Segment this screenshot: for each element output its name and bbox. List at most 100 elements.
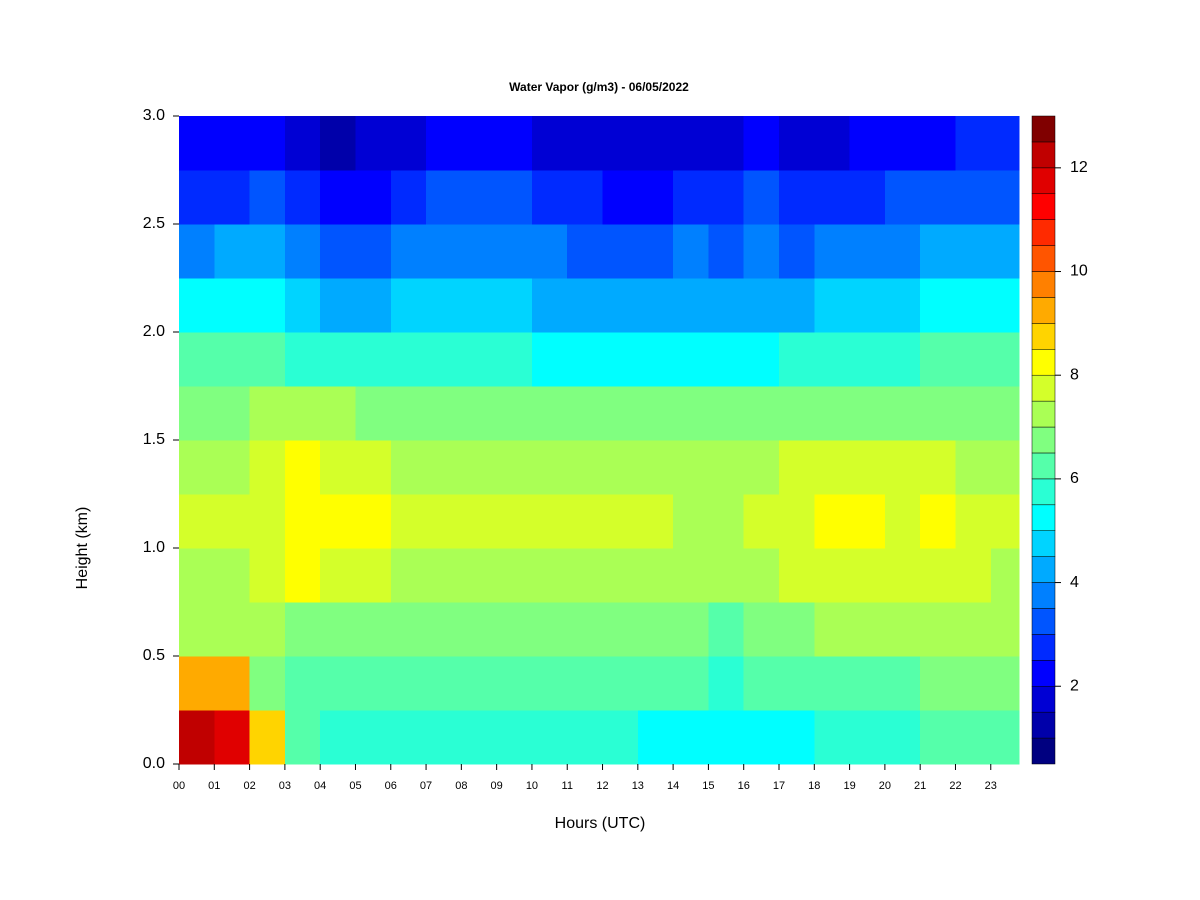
colorbar-box (1031, 193, 1056, 220)
heatmap-cell (214, 494, 251, 549)
heatmap-cell (496, 170, 533, 225)
colorbar-box (1031, 297, 1056, 324)
heatmap-cell (708, 332, 745, 387)
heatmap-cell (955, 602, 992, 657)
heatmap-cell (814, 224, 851, 279)
heatmap-cell (390, 440, 427, 495)
colorbar-box (1031, 167, 1056, 195)
heatmap-cell (602, 332, 639, 387)
heatmap-cell (920, 548, 956, 603)
colorbar-tick-label: 12 (1070, 159, 1088, 176)
heatmap-cell (743, 602, 780, 657)
heatmap-cell (637, 602, 674, 657)
heatmap-cell (779, 494, 815, 549)
heatmap-cell (426, 710, 462, 765)
x-tick-label: 08 (455, 780, 467, 792)
heatmap-cell (884, 656, 921, 711)
x-tick-label: 17 (773, 780, 785, 792)
x-tick-label: 20 (879, 780, 891, 792)
colorbar-tick-label: 8 (1070, 366, 1079, 383)
heatmap-cell (249, 602, 286, 657)
colorbar-box (1031, 660, 1056, 687)
heatmap-cell (990, 440, 1020, 495)
heatmap-cell (179, 386, 215, 441)
heatmap-cell (602, 224, 639, 279)
heatmap-cell (884, 386, 921, 441)
heatmap-cell (426, 278, 462, 333)
heatmap-cell (920, 278, 956, 333)
heatmap-cell (390, 548, 427, 603)
heatmap-cell (708, 710, 745, 765)
colorbar-box (1031, 323, 1056, 350)
heatmap-cell (955, 332, 992, 387)
colorbar-box (1031, 556, 1056, 583)
heatmap-cell (814, 278, 851, 333)
heatmap-cell (779, 224, 815, 279)
heatmap-cell (955, 170, 992, 225)
heatmap (179, 116, 1020, 765)
heatmap-cell (284, 548, 321, 603)
heatmap-cell (708, 170, 745, 225)
heatmap-cell (990, 602, 1020, 657)
heatmap-cell (214, 116, 251, 171)
x-tick-label: 06 (385, 780, 397, 792)
heatmap-cell (426, 386, 462, 441)
x-tick-label: 22 (949, 780, 961, 792)
heatmap-cell (531, 548, 568, 603)
heatmap-cell (743, 548, 780, 603)
x-tick-label: 15 (702, 780, 714, 792)
heatmap-cell (567, 710, 604, 765)
heatmap-cell (531, 602, 568, 657)
heatmap-cell (179, 170, 215, 225)
heatmap-cell (496, 602, 533, 657)
colorbar-box (1031, 374, 1056, 402)
colorbar-box (1031, 608, 1056, 635)
heatmap-cell (496, 278, 533, 333)
heatmap-cell (355, 224, 392, 279)
heatmap-cell (461, 116, 498, 171)
heatmap-cell (284, 656, 321, 711)
heatmap-cell (531, 440, 568, 495)
heatmap-cell (849, 710, 886, 765)
heatmap-cell (673, 602, 709, 657)
heatmap-cell (355, 494, 392, 549)
heatmap-cell (673, 548, 709, 603)
heatmap-cell (320, 656, 356, 711)
heatmap-cell (284, 494, 321, 549)
heatmap-cell (602, 386, 639, 441)
heatmap-cell (179, 116, 215, 171)
heatmap-cell (814, 494, 851, 549)
x-tick-label: 01 (208, 780, 220, 792)
colorbar-box (1031, 400, 1056, 428)
x-tick-label: 12 (596, 780, 608, 792)
heatmap-cell (814, 602, 851, 657)
heatmap-cell (284, 440, 321, 495)
heatmap-cell (355, 548, 392, 603)
heatmap-cell (708, 386, 745, 441)
heatmap-cell (390, 602, 427, 657)
heatmap-cell (496, 386, 533, 441)
heatmap-cell (849, 656, 886, 711)
heatmap-cell (355, 602, 392, 657)
y-tick-label: 0.0 (143, 755, 165, 772)
colorbar-box (1031, 685, 1056, 713)
heatmap-cell (602, 710, 639, 765)
heatmap-cell (461, 656, 498, 711)
heatmap-cell (990, 386, 1020, 441)
heatmap-cell (567, 494, 604, 549)
heatmap-cell (320, 440, 356, 495)
heatmap-cell (461, 332, 498, 387)
heatmap-cell (567, 656, 604, 711)
heatmap-cell (849, 386, 886, 441)
x-axis-label: Hours (UTC) (555, 815, 646, 832)
heatmap-cell (743, 332, 780, 387)
heatmap-cell (920, 440, 956, 495)
x-tick-label: 00 (173, 780, 185, 792)
colorbar-tick-label: 2 (1070, 677, 1079, 694)
heatmap-cell (637, 656, 674, 711)
heatmap-cell (531, 710, 568, 765)
heatmap-cell (496, 656, 533, 711)
x-tick-label: 18 (808, 780, 820, 792)
colorbar-box (1031, 115, 1056, 143)
heatmap-cell (955, 656, 992, 711)
